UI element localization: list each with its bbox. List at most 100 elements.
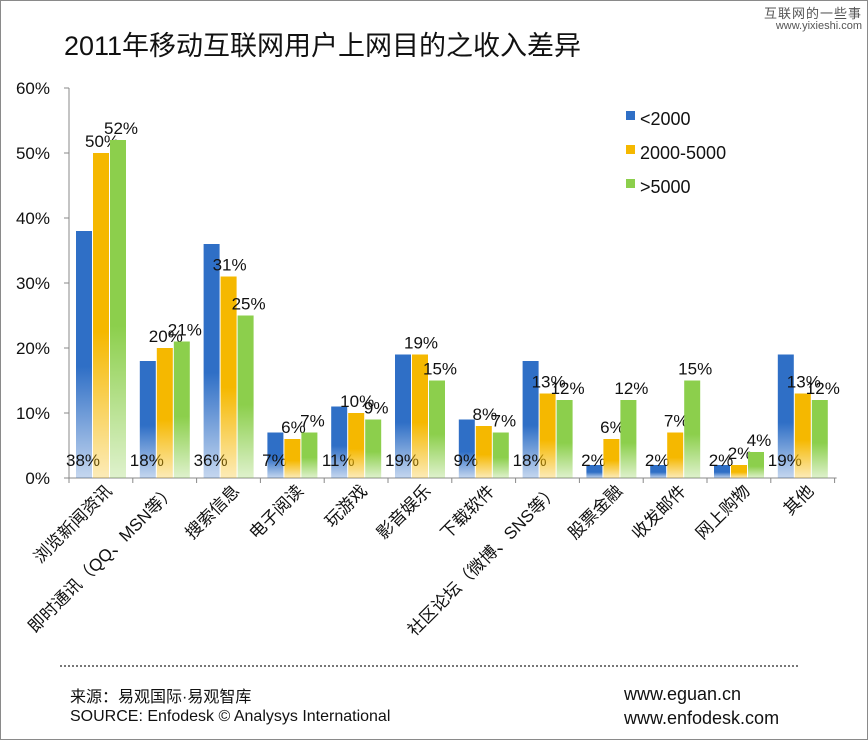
legend-swatch-0 — [626, 111, 635, 120]
bar-0-9 — [650, 465, 667, 478]
data-label: 11% — [322, 451, 355, 470]
bar-1-8 — [603, 439, 620, 478]
y-tick-label: 30% — [16, 274, 50, 293]
bar-1-0 — [93, 153, 109, 478]
bar-2-2 — [237, 315, 254, 478]
y-tick-label: 40% — [16, 209, 50, 228]
data-label: 18% — [130, 451, 164, 470]
bar-0-2 — [203, 244, 220, 478]
bar-1-1 — [156, 348, 173, 478]
category-label: 电子阅读 — [246, 481, 308, 543]
data-label: 21% — [168, 321, 202, 340]
bar-2-8 — [620, 400, 637, 478]
y-tick-label: 50% — [16, 144, 50, 163]
bar-2-3 — [301, 432, 318, 478]
legend-label-2: >5000 — [640, 177, 691, 197]
data-label: 20% — [149, 327, 183, 346]
y-tick-label: 0% — [25, 469, 50, 488]
bar-0-7 — [522, 361, 539, 478]
bar-1-3 — [284, 439, 301, 478]
data-label: 12% — [614, 379, 648, 398]
data-label: 15% — [678, 360, 712, 379]
data-label: 7% — [492, 412, 517, 431]
data-label: 6% — [281, 418, 306, 437]
bar-1-11 — [794, 393, 811, 478]
legend-label-1: 2000-5000 — [640, 143, 726, 163]
data-label: 19% — [404, 334, 438, 353]
legend-swatch-2 — [626, 179, 635, 188]
watermark-url: www.yixieshi.com — [775, 20, 862, 32]
data-label: 7% — [262, 451, 287, 470]
data-label: 12% — [806, 379, 840, 398]
data-label: 10% — [340, 392, 374, 411]
data-label: 7% — [664, 412, 689, 431]
bar-2-0 — [110, 140, 126, 478]
data-label: 9% — [454, 451, 479, 470]
data-label: 52% — [104, 119, 138, 138]
bar-1-9 — [667, 432, 684, 478]
bar-2-1 — [173, 341, 190, 478]
category-label: 其他 — [780, 481, 817, 518]
url-enfodesk: www.enfodesk.com — [624, 708, 780, 728]
category-label: 收发邮件 — [628, 481, 690, 543]
data-label: 12% — [551, 379, 585, 398]
legend-label-0: <2000 — [640, 109, 691, 129]
source-cn: 来源：易观国际·易观智库 — [70, 689, 252, 706]
bar-0-5 — [395, 354, 411, 478]
category-label: 搜索信息 — [182, 481, 244, 543]
bar-2-5 — [429, 380, 445, 478]
bar-0-6 — [458, 419, 475, 478]
legend-swatch-1 — [626, 145, 635, 154]
data-label: 2% — [709, 451, 734, 470]
category-label: 影音娱乐 — [373, 481, 435, 543]
bar-1-10 — [731, 465, 747, 478]
y-tick-label: 60% — [16, 79, 50, 98]
watermark-text: 互联网的一些事 — [763, 6, 862, 21]
bar-0-3 — [267, 432, 284, 478]
data-label: 18% — [513, 451, 547, 470]
data-label: 6% — [600, 418, 625, 437]
y-tick-label: 10% — [16, 404, 50, 423]
bar-chart: 0%10%20%30%40%50%60%38%50%52%浏览新闻资讯18%20… — [16, 79, 840, 640]
bar-0-10 — [714, 465, 730, 478]
data-label: 2% — [645, 451, 670, 470]
url-eguan: www.eguan.cn — [624, 684, 742, 704]
data-label: 19% — [768, 451, 802, 470]
data-label: 25% — [232, 295, 266, 314]
bar-1-7 — [539, 393, 556, 478]
data-label: 13% — [532, 373, 566, 392]
data-label: 38% — [66, 451, 100, 470]
bar-1-5 — [412, 354, 428, 478]
bar-0-8 — [586, 465, 603, 478]
data-label: 13% — [787, 373, 821, 392]
category-label: 下载软件 — [437, 481, 499, 543]
bar-1-6 — [475, 426, 492, 478]
data-label: 8% — [473, 405, 498, 424]
bar-2-6 — [492, 432, 509, 478]
bar-2-9 — [684, 380, 701, 478]
data-label: 4% — [747, 431, 772, 450]
chart-title: 2011年移动互联网用户上网目的之收入差异 — [64, 31, 582, 61]
bar-2-7 — [556, 400, 573, 478]
data-label: 9% — [364, 399, 389, 418]
category-label: 股票金融 — [565, 481, 627, 543]
data-label: 2% — [581, 451, 606, 470]
data-label: 31% — [213, 256, 247, 275]
footer-divider — [60, 665, 798, 667]
data-label: 19% — [385, 451, 419, 470]
bar-2-4 — [365, 419, 382, 478]
source-en: SOURCE: Enfodesk © Analysys Internationa… — [70, 708, 391, 725]
bar-0-1 — [139, 361, 156, 478]
y-tick-label: 20% — [16, 339, 50, 358]
category-label: 网上购物 — [692, 481, 754, 543]
bar-2-10 — [748, 452, 764, 478]
category-label: 玩游戏 — [321, 481, 370, 530]
bar-1-4 — [348, 413, 365, 478]
data-label: 15% — [423, 360, 457, 379]
bar-0-0 — [76, 231, 92, 478]
bar-2-11 — [811, 400, 828, 478]
bar-0-11 — [777, 354, 794, 478]
bar-1-2 — [220, 276, 237, 478]
bar-0-4 — [331, 406, 348, 478]
data-label: 36% — [194, 451, 228, 470]
